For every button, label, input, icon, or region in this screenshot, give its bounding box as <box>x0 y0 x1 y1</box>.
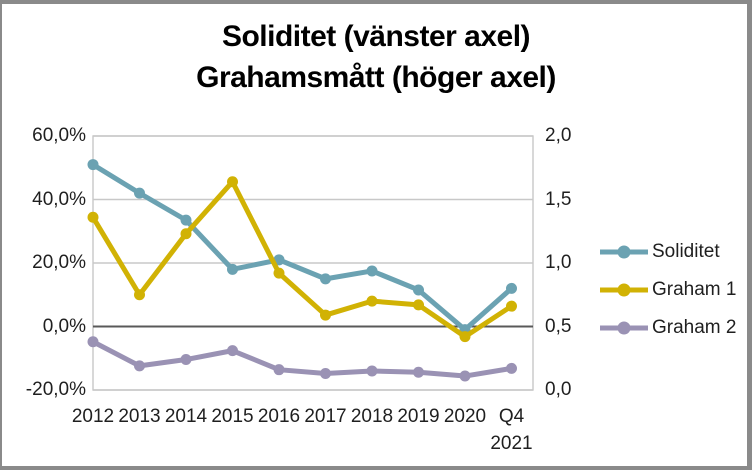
x-axis-tick-label: 2014 <box>154 403 218 430</box>
data-point-graham-2 <box>320 367 331 379</box>
data-point-graham-1 <box>227 176 238 188</box>
series-line-graham-1 <box>90 179 514 340</box>
legend-item-soliditet: Soliditet <box>599 241 736 263</box>
legend-item-graham-1: Graham 1 <box>599 279 736 301</box>
x-axis-tick-line: 2016 <box>257 406 301 427</box>
data-point-graham-2 <box>87 336 99 348</box>
legend-label-graham-2: Graham 2 <box>652 317 737 338</box>
data-point-soliditet <box>506 282 517 294</box>
data-point-graham-2 <box>413 366 424 378</box>
x-axis-tick-line: 2019 <box>397 406 440 427</box>
legend: Soliditet Graham 1 Graham 2 <box>599 241 736 355</box>
data-point-soliditet <box>413 284 424 296</box>
series-line-soliditet <box>90 162 514 333</box>
data-point-graham-1 <box>273 267 285 279</box>
right-axis-tick-label: 1,0 <box>545 252 572 273</box>
x-axis-tick-line: 2012 <box>71 406 115 427</box>
data-point-graham-2 <box>459 370 471 382</box>
legend-marker-soliditet <box>600 245 648 259</box>
data-point-soliditet <box>366 265 378 277</box>
left-axis-tick-label: -20,0% <box>25 379 86 400</box>
left-axis-tick-label: 60,0% <box>32 125 86 146</box>
x-axis-tick-line: 2015 <box>211 406 254 427</box>
data-point-graham-1 <box>413 299 424 311</box>
x-axis-tick-label: 2019 <box>387 403 451 430</box>
data-point-graham-2 <box>134 360 145 372</box>
data-point-graham-2 <box>227 345 238 357</box>
x-axis-tick-label: Q4 2021 <box>480 403 544 457</box>
data-point-graham-2 <box>273 364 285 376</box>
chart-title-line-1: Soliditet (vänster axel) <box>221 20 531 53</box>
x-axis-tick-line: 2013 <box>118 406 161 427</box>
x-axis-tick-line: 2017 <box>304 406 347 427</box>
left-axis-tick-label: 20,0% <box>32 252 86 273</box>
legend-item-graham-2: Graham 2 <box>599 317 736 339</box>
x-axis-tick-label: 2017 <box>294 403 358 430</box>
x-axis-tick-line: 2020 <box>443 406 487 427</box>
data-point-graham-1 <box>320 309 331 321</box>
data-point-soliditet <box>134 187 145 199</box>
data-point-graham-1 <box>134 289 145 301</box>
data-point-graham-1 <box>180 228 192 240</box>
legend-marker-graham-2 <box>600 321 648 335</box>
series-line-graham-2 <box>90 339 514 379</box>
x-axis-tick-label: 2016 <box>247 403 311 430</box>
right-axis-tick-label: 0,5 <box>545 315 572 337</box>
right-axis-tick-label: 0,0 <box>545 379 572 400</box>
data-point-graham-2 <box>506 362 517 374</box>
x-axis-tick-line: 2018 <box>350 406 394 427</box>
legend-marker-graham-1 <box>600 283 648 297</box>
x-axis-tick-line: 2014 <box>164 406 208 427</box>
legend-label-graham-1: Graham 1 <box>652 279 737 300</box>
data-point-soliditet <box>227 263 238 275</box>
x-axis-tick-label: 2018 <box>340 403 404 430</box>
data-point-graham-1 <box>506 300 517 312</box>
chart-title: Soliditet (vänster axel) Grahamsmått (hö… <box>2 16 747 98</box>
data-point-soliditet <box>320 273 331 285</box>
legend-label-soliditet: Soliditet <box>652 241 720 262</box>
data-point-graham-2 <box>180 354 192 366</box>
data-point-graham-2 <box>366 365 378 377</box>
left-axis-tick-label: 0,0% <box>42 315 86 337</box>
right-axis-tick-label: 2,0 <box>545 125 572 146</box>
right-axis-tick-label: 1,5 <box>545 188 572 210</box>
x-axis-tick-line: Q4 <box>498 406 525 427</box>
data-point-graham-1 <box>87 211 99 223</box>
x-axis-tick-line: 2021 <box>490 433 533 454</box>
data-point-graham-1 <box>366 295 378 307</box>
x-axis-tick-label: 2012 <box>61 403 125 430</box>
x-axis-tick-label: 2013 <box>108 403 172 430</box>
data-point-soliditet <box>87 159 99 171</box>
data-point-soliditet <box>180 214 192 226</box>
data-point-graham-1 <box>459 331 471 343</box>
x-axis-tick-label: 2015 <box>201 403 265 430</box>
x-axis-tick-label: 2020 <box>433 403 497 430</box>
left-axis-tick-label: 40,0% <box>32 188 86 210</box>
chart-title-line-2: Grahamsmått (höger axel) <box>196 61 556 94</box>
